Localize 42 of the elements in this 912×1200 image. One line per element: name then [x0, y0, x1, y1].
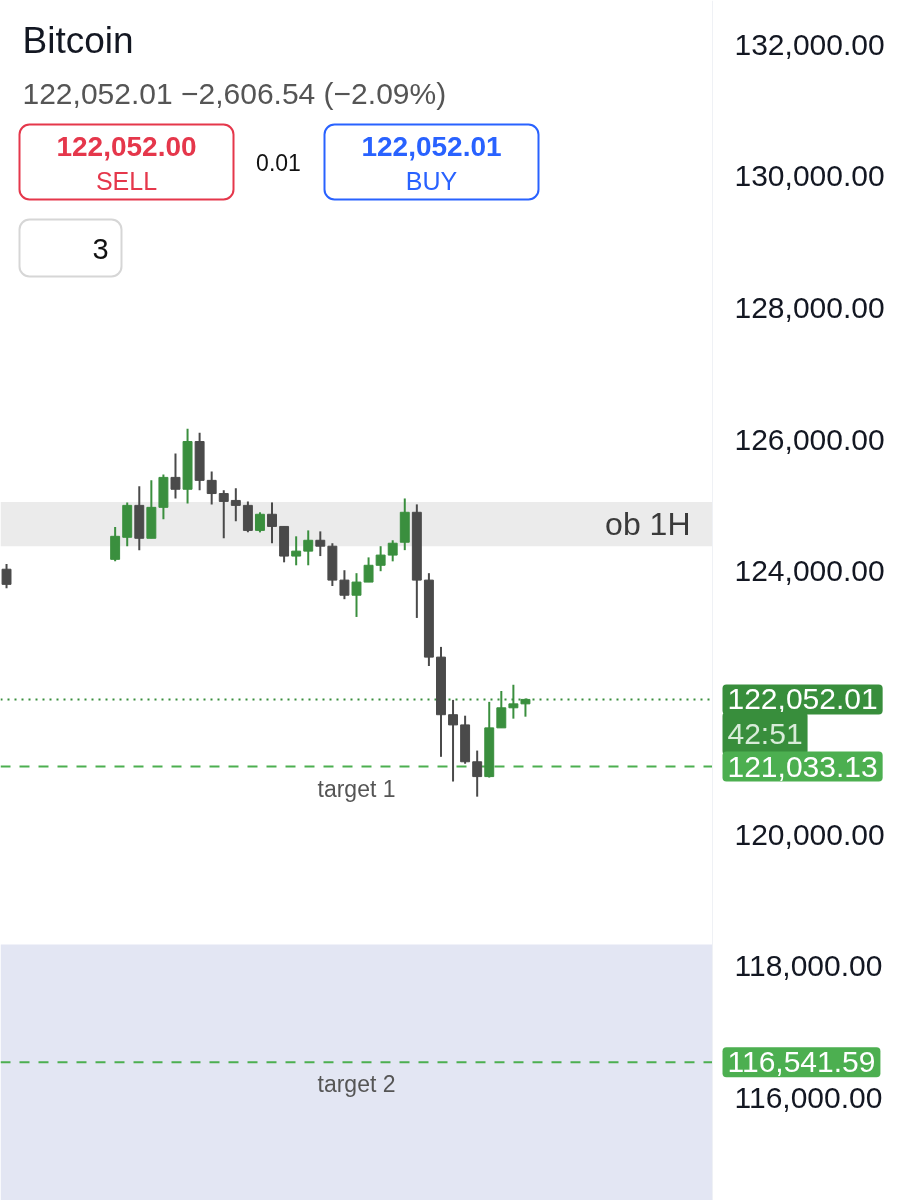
candlestick: [448, 698, 459, 783]
text: 42:51: [727, 716, 803, 750]
ref-line-label: target 2: [317, 1071, 396, 1098]
y-tick-label: 116,000.00: [734, 1080, 883, 1114]
candlestick: [387, 539, 398, 563]
candlestick: [1, 562, 12, 590]
text: Bitcoin: [22, 20, 134, 61]
y-tick-label: 118,000.00: [734, 949, 883, 983]
y-tick-label: 132,000.00: [734, 27, 885, 61]
text: 122,052.01 −2,606.54 (−2.09%): [22, 77, 447, 110]
candlestick: [315, 530, 326, 558]
annotation: 122,052.01: [361, 131, 502, 162]
candlestick: [110, 526, 121, 563]
annotation: SELL: [95, 166, 158, 195]
annotation: 3: [92, 232, 109, 265]
annotation: 0.01: [256, 150, 301, 176]
candlestick: [170, 452, 181, 500]
candlestick: [508, 683, 519, 720]
y-tick-label: 130,000.00: [734, 159, 885, 193]
candlestick: [339, 569, 350, 601]
candlestick: [291, 535, 302, 567]
annotation: BUY: [405, 166, 458, 195]
candlestick: [254, 511, 265, 534]
text: 116,541.59: [727, 1045, 876, 1079]
candlestick: [375, 545, 386, 573]
annotation: 122,052.00: [56, 131, 197, 162]
text: 122,052.01: [727, 682, 878, 716]
candlestick: [351, 572, 362, 618]
candlestick: [267, 501, 277, 545]
y-tick-label: 124,000.00: [734, 554, 885, 588]
y-tick-label: 120,000.00: [734, 817, 885, 851]
y-tick-label: 126,000.00: [734, 422, 885, 456]
ref-line-label: target 1: [317, 775, 396, 802]
candlestick: [218, 489, 229, 540]
y-tick-label: 128,000.00: [734, 290, 885, 324]
candlestick: [363, 556, 374, 584]
candlestick: [472, 749, 483, 798]
candlestick: [303, 529, 314, 567]
band-label: ob 1H: [605, 506, 691, 543]
candlestick: [230, 487, 241, 523]
text: 121,033.13: [727, 749, 878, 783]
candlestick: [206, 470, 217, 506]
